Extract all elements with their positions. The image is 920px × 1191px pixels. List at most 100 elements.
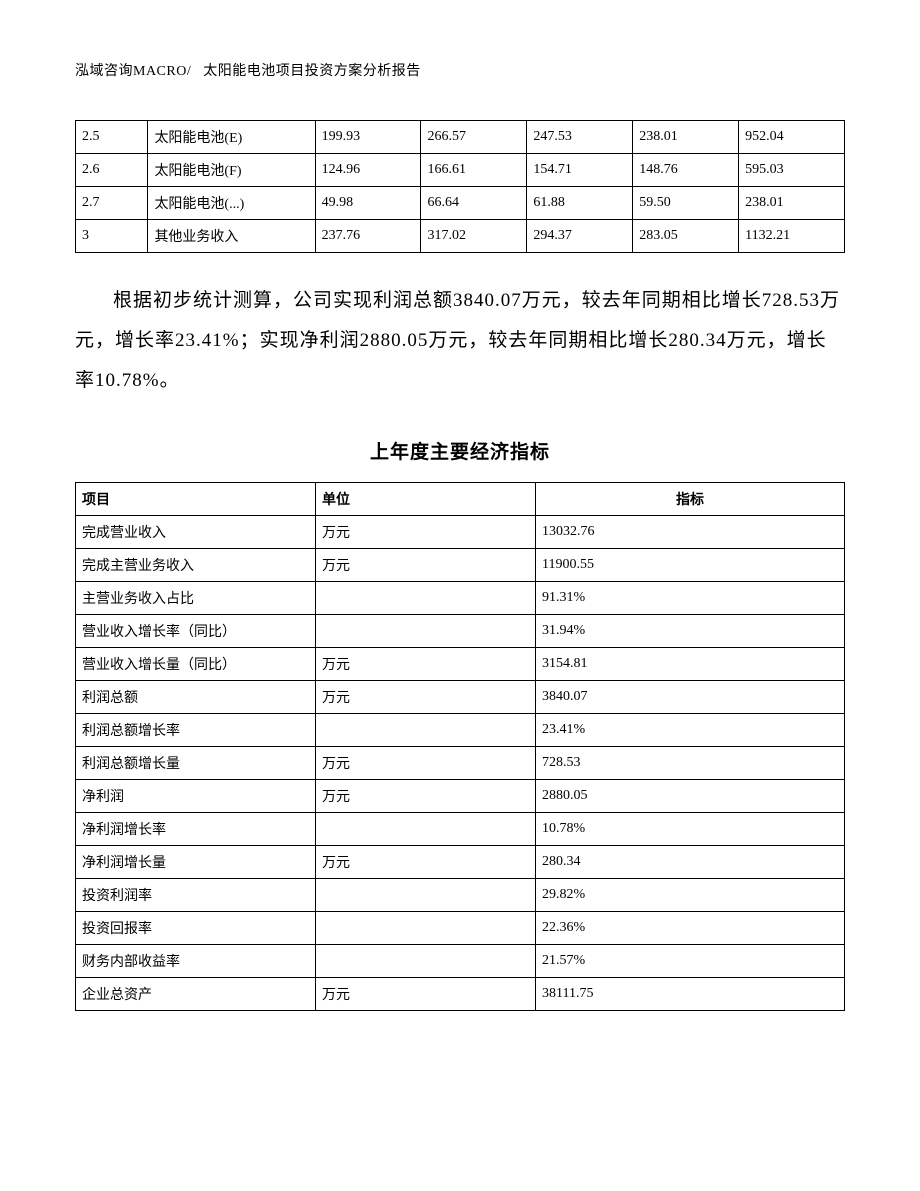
cell: 太阳能电池(E) <box>148 121 315 154</box>
cell: 728.53 <box>536 746 845 779</box>
col-header-unit: 单位 <box>316 482 536 515</box>
summary-paragraph: 根据初步统计测算，公司实现利润总额3840.07万元，较去年同期相比增长728.… <box>75 281 845 401</box>
cell: 净利润增长率 <box>76 812 316 845</box>
cell: 124.96 <box>315 154 421 187</box>
page-header: 泓域咨询MACRO/ 太阳能电池项目投资方案分析报告 <box>75 60 845 80</box>
cell <box>316 878 536 911</box>
cell <box>316 812 536 845</box>
table-row: 利润总额 万元 3840.07 <box>76 680 845 713</box>
cell: 2.5 <box>76 121 148 154</box>
table-row: 投资回报率 22.36% <box>76 911 845 944</box>
cell: 万元 <box>316 746 536 779</box>
cell: 万元 <box>316 680 536 713</box>
cell: 10.78% <box>536 812 845 845</box>
cell: 49.98 <box>315 187 421 220</box>
table-row: 2.5 太阳能电池(E) 199.93 266.57 247.53 238.01… <box>76 121 845 154</box>
cell: 万元 <box>316 548 536 581</box>
cell: 万元 <box>316 977 536 1010</box>
cell: 利润总额 <box>76 680 316 713</box>
cell: 3 <box>76 220 148 253</box>
cell: 营业收入增长率（同比） <box>76 614 316 647</box>
header-right: 太阳能电池项目投资方案分析报告 <box>203 64 421 79</box>
cell <box>316 581 536 614</box>
revenue-table: 2.5 太阳能电池(E) 199.93 266.57 247.53 238.01… <box>75 120 845 253</box>
header-left: 泓域咨询MACRO/ <box>75 64 191 79</box>
cell: 154.71 <box>527 154 633 187</box>
cell: 148.76 <box>633 154 739 187</box>
cell: 完成主营业务收入 <box>76 548 316 581</box>
cell: 29.82% <box>536 878 845 911</box>
cell: 199.93 <box>315 121 421 154</box>
section-title: 上年度主要经济指标 <box>75 437 845 464</box>
cell: 完成营业收入 <box>76 515 316 548</box>
cell: 283.05 <box>633 220 739 253</box>
cell: 财务内部收益率 <box>76 944 316 977</box>
table-row: 财务内部收益率 21.57% <box>76 944 845 977</box>
cell: 投资利润率 <box>76 878 316 911</box>
cell: 952.04 <box>739 121 845 154</box>
cell: 38111.75 <box>536 977 845 1010</box>
table-row: 净利润增长量 万元 280.34 <box>76 845 845 878</box>
cell: 万元 <box>316 845 536 878</box>
table-row: 企业总资产 万元 38111.75 <box>76 977 845 1010</box>
revenue-table-body: 2.5 太阳能电池(E) 199.93 266.57 247.53 238.01… <box>76 121 845 253</box>
indicators-table: 项目 单位 指标 完成营业收入 万元 13032.76 完成主营业务收入 万元 … <box>75 482 845 1011</box>
cell: 万元 <box>316 515 536 548</box>
table-row: 净利润 万元 2880.05 <box>76 779 845 812</box>
cell: 595.03 <box>739 154 845 187</box>
cell: 11900.55 <box>536 548 845 581</box>
cell: 主营业务收入占比 <box>76 581 316 614</box>
cell: 294.37 <box>527 220 633 253</box>
cell <box>316 911 536 944</box>
indicators-table-body: 完成营业收入 万元 13032.76 完成主营业务收入 万元 11900.55 … <box>76 515 845 1010</box>
table-header-row: 项目 单位 指标 <box>76 482 845 515</box>
cell: 企业总资产 <box>76 977 316 1010</box>
cell: 13032.76 <box>536 515 845 548</box>
cell: 237.76 <box>315 220 421 253</box>
cell: 2.6 <box>76 154 148 187</box>
document-page: 泓域咨询MACRO/ 太阳能电池项目投资方案分析报告 2.5 太阳能电池(E) … <box>0 0 920 1051</box>
cell: 3840.07 <box>536 680 845 713</box>
cell: 营业收入增长量（同比） <box>76 647 316 680</box>
table-row: 2.6 太阳能电池(F) 124.96 166.61 154.71 148.76… <box>76 154 845 187</box>
cell: 利润总额增长率 <box>76 713 316 746</box>
cell <box>316 944 536 977</box>
cell: 280.34 <box>536 845 845 878</box>
table-row: 主营业务收入占比 91.31% <box>76 581 845 614</box>
cell: 247.53 <box>527 121 633 154</box>
cell: 万元 <box>316 779 536 812</box>
cell: 23.41% <box>536 713 845 746</box>
col-header-indicator: 指标 <box>536 482 845 515</box>
cell: 2.7 <box>76 187 148 220</box>
col-header-project: 项目 <box>76 482 316 515</box>
cell: 2880.05 <box>536 779 845 812</box>
table-row: 投资利润率 29.82% <box>76 878 845 911</box>
cell: 3154.81 <box>536 647 845 680</box>
cell: 317.02 <box>421 220 527 253</box>
cell: 太阳能电池(F) <box>148 154 315 187</box>
cell: 22.36% <box>536 911 845 944</box>
cell: 166.61 <box>421 154 527 187</box>
table-row: 利润总额增长率 23.41% <box>76 713 845 746</box>
cell: 净利润增长量 <box>76 845 316 878</box>
cell <box>316 713 536 746</box>
cell: 投资回报率 <box>76 911 316 944</box>
cell: 31.94% <box>536 614 845 647</box>
table-row: 2.7 太阳能电池(...) 49.98 66.64 61.88 59.50 2… <box>76 187 845 220</box>
cell <box>316 614 536 647</box>
cell: 61.88 <box>527 187 633 220</box>
table-row: 3 其他业务收入 237.76 317.02 294.37 283.05 113… <box>76 220 845 253</box>
cell: 利润总额增长量 <box>76 746 316 779</box>
cell: 21.57% <box>536 944 845 977</box>
cell: 238.01 <box>633 121 739 154</box>
cell: 91.31% <box>536 581 845 614</box>
table-row: 利润总额增长量 万元 728.53 <box>76 746 845 779</box>
cell: 1132.21 <box>739 220 845 253</box>
cell: 238.01 <box>739 187 845 220</box>
cell: 66.64 <box>421 187 527 220</box>
table-row: 营业收入增长量（同比） 万元 3154.81 <box>76 647 845 680</box>
table-row: 完成主营业务收入 万元 11900.55 <box>76 548 845 581</box>
cell: 59.50 <box>633 187 739 220</box>
cell: 266.57 <box>421 121 527 154</box>
cell: 净利润 <box>76 779 316 812</box>
